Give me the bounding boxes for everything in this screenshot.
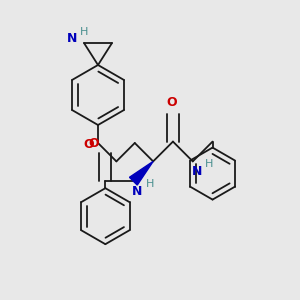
Text: O: O	[167, 96, 177, 109]
Text: N: N	[132, 185, 142, 198]
Text: H: H	[80, 27, 88, 37]
Polygon shape	[130, 161, 153, 185]
Text: H: H	[146, 179, 154, 189]
Text: H: H	[205, 159, 213, 170]
Text: O: O	[88, 137, 99, 150]
Text: N: N	[192, 165, 202, 178]
Text: N: N	[67, 32, 77, 46]
Text: O: O	[84, 137, 94, 151]
